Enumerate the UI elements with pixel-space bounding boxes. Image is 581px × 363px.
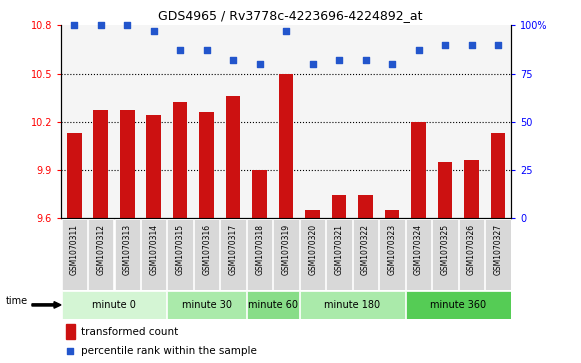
FancyBboxPatch shape [141, 219, 166, 290]
Text: GSM1070314: GSM1070314 [149, 224, 158, 275]
Text: percentile rank within the sample: percentile rank within the sample [81, 346, 257, 356]
FancyBboxPatch shape [300, 291, 405, 319]
Text: GSM1070324: GSM1070324 [414, 224, 423, 275]
Bar [199, 112, 214, 218]
FancyBboxPatch shape [379, 219, 405, 290]
Bar [464, 160, 479, 218]
FancyBboxPatch shape [62, 219, 87, 290]
FancyBboxPatch shape [459, 219, 485, 290]
Text: minute 360: minute 360 [431, 300, 486, 310]
Bar [66, 324, 76, 339]
Point [440, 42, 450, 48]
Point [175, 48, 185, 53]
Text: GSM1070319: GSM1070319 [282, 224, 290, 275]
Bar [279, 74, 293, 218]
Point [308, 61, 317, 67]
Text: GSM1070313: GSM1070313 [123, 224, 132, 275]
FancyBboxPatch shape [485, 219, 511, 290]
Text: minute 60: minute 60 [248, 300, 298, 310]
Bar [226, 96, 241, 218]
Point [228, 57, 238, 63]
Text: transformed count: transformed count [81, 327, 178, 337]
FancyBboxPatch shape [247, 219, 272, 290]
FancyBboxPatch shape [406, 219, 431, 290]
Text: GSM1070322: GSM1070322 [361, 224, 370, 274]
Point [65, 348, 74, 354]
Bar [491, 133, 505, 218]
FancyBboxPatch shape [353, 219, 378, 290]
Bar [306, 210, 320, 218]
FancyBboxPatch shape [194, 219, 220, 290]
FancyBboxPatch shape [406, 291, 511, 319]
FancyBboxPatch shape [88, 219, 113, 290]
Point [202, 48, 211, 53]
Text: minute 180: minute 180 [324, 300, 381, 310]
Point [335, 57, 344, 63]
FancyBboxPatch shape [114, 219, 140, 290]
Point [149, 28, 159, 34]
Bar [67, 133, 81, 218]
Text: GSM1070325: GSM1070325 [440, 224, 450, 275]
FancyBboxPatch shape [220, 219, 246, 290]
Point [123, 23, 132, 28]
Text: GDS4965 / Rv3778c-4223696-4224892_at: GDS4965 / Rv3778c-4223696-4224892_at [158, 9, 423, 22]
Text: GSM1070316: GSM1070316 [202, 224, 211, 275]
Bar [437, 162, 453, 218]
Bar [358, 195, 373, 218]
Point [70, 23, 79, 28]
Bar [94, 110, 108, 218]
Point [255, 61, 264, 67]
Bar [146, 115, 161, 218]
Text: GSM1070311: GSM1070311 [70, 224, 79, 274]
Text: minute 30: minute 30 [182, 300, 232, 310]
FancyBboxPatch shape [167, 291, 246, 319]
FancyBboxPatch shape [274, 219, 299, 290]
Text: minute 0: minute 0 [92, 300, 136, 310]
Text: GSM1070327: GSM1070327 [493, 224, 503, 275]
FancyBboxPatch shape [327, 219, 352, 290]
Text: GSM1070326: GSM1070326 [467, 224, 476, 275]
FancyBboxPatch shape [167, 219, 193, 290]
Bar [385, 210, 399, 218]
Point [388, 61, 397, 67]
Point [282, 28, 291, 34]
FancyBboxPatch shape [432, 219, 458, 290]
Bar [332, 195, 346, 218]
FancyBboxPatch shape [247, 291, 299, 319]
Point [493, 42, 503, 48]
Text: GSM1070315: GSM1070315 [175, 224, 185, 275]
Bar [120, 110, 135, 218]
Text: GSM1070321: GSM1070321 [335, 224, 343, 274]
Text: GSM1070312: GSM1070312 [96, 224, 105, 274]
Text: GSM1070320: GSM1070320 [308, 224, 317, 275]
Text: GSM1070323: GSM1070323 [388, 224, 397, 275]
Text: time: time [6, 296, 28, 306]
Text: GSM1070318: GSM1070318 [255, 224, 264, 274]
FancyBboxPatch shape [300, 219, 325, 290]
Bar [411, 122, 426, 218]
Point [361, 57, 370, 63]
Point [414, 48, 423, 53]
Text: GSM1070317: GSM1070317 [229, 224, 238, 275]
Point [467, 42, 476, 48]
Point [96, 23, 105, 28]
Bar [252, 170, 267, 218]
Bar [173, 102, 188, 218]
FancyBboxPatch shape [62, 291, 166, 319]
